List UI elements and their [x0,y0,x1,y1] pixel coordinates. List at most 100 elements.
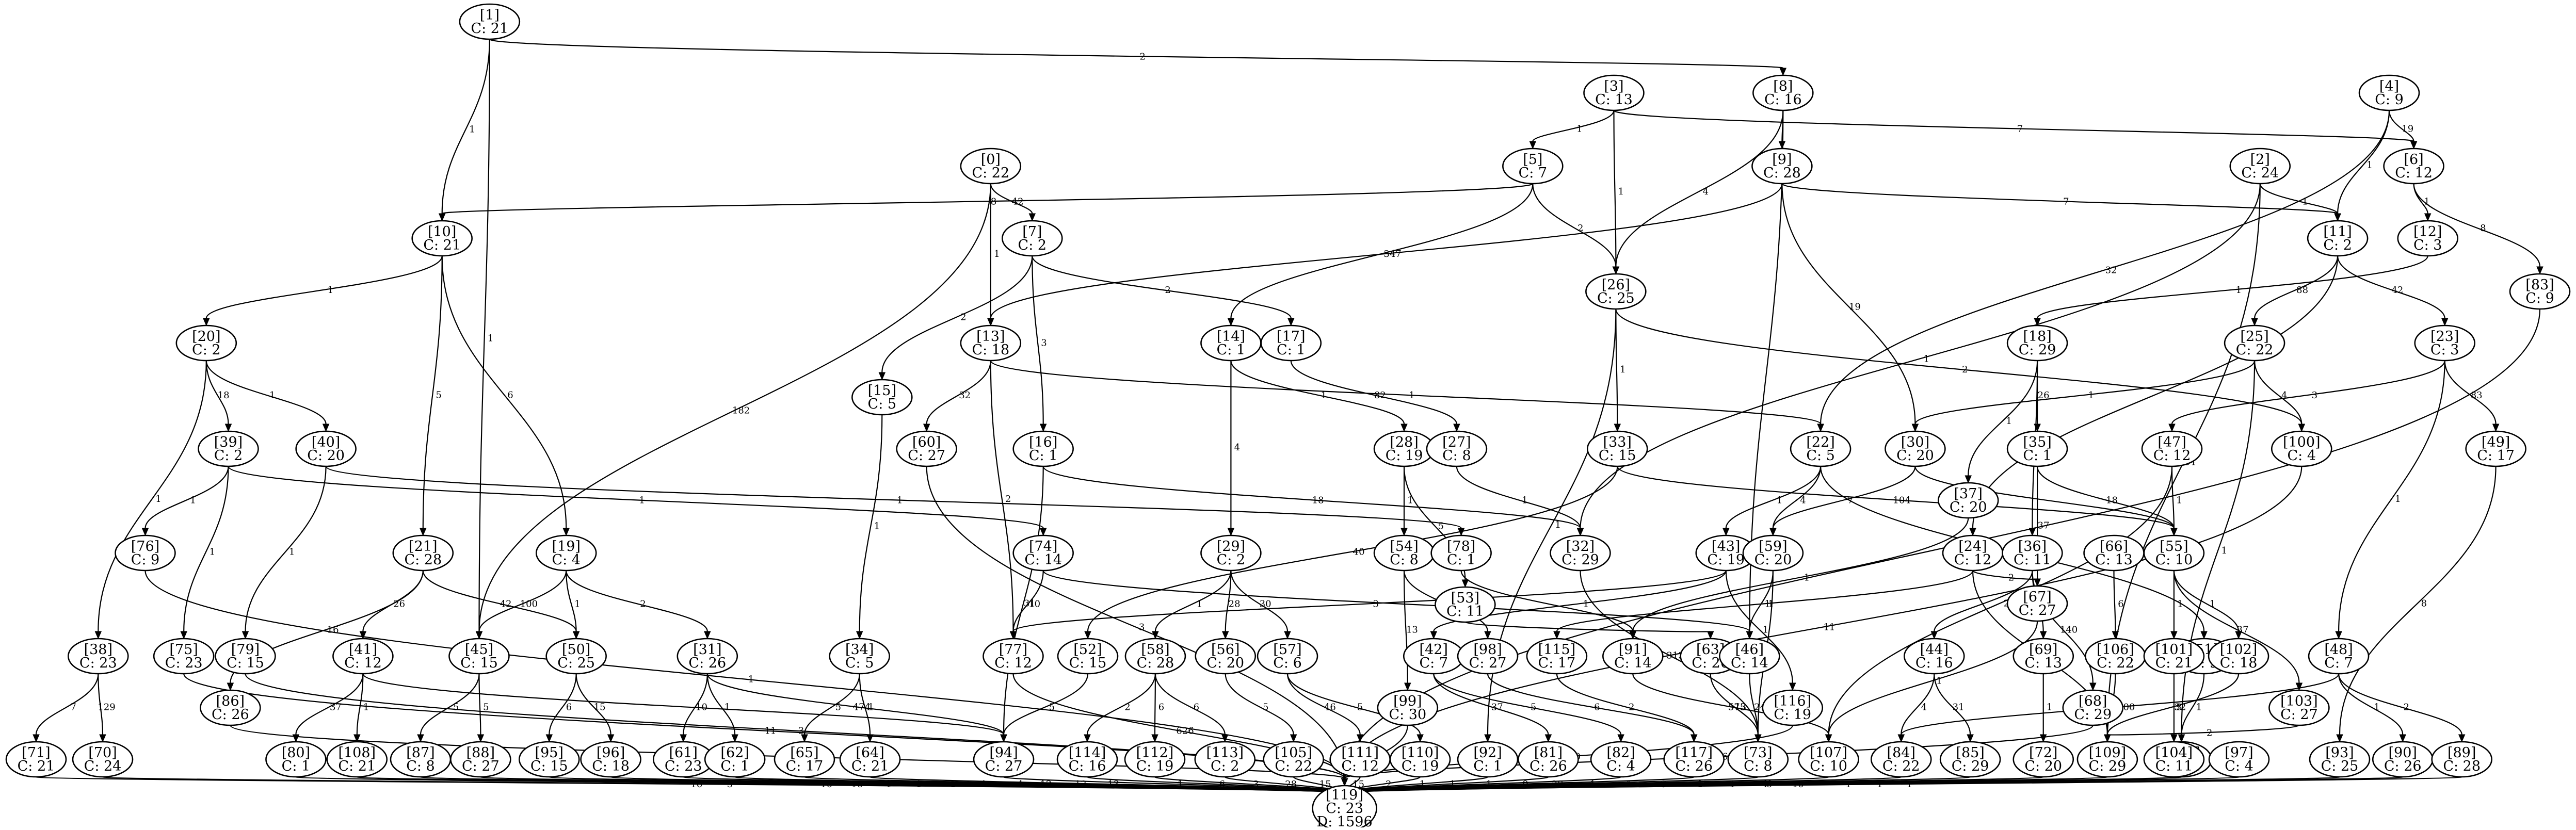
node-53[interactable]: [53]C: 11 [1435,587,1495,622]
node-48[interactable]: [48]C: 7 [2309,639,2369,674]
node-82[interactable]: [82]C: 4 [1591,742,1651,777]
node-46[interactable]: [46]C: 14 [1719,639,1779,674]
node-20[interactable]: [20]C: 2 [176,326,236,361]
node-64[interactable]: [64]C: 21 [840,742,900,777]
node-1[interactable]: [1]C: 21 [460,4,520,39]
node-65[interactable]: [65]C: 17 [775,742,834,777]
node-98[interactable]: [98]C: 27 [1458,639,1518,674]
node-78[interactable]: [78]C: 1 [1431,535,1491,571]
node-41[interactable]: [41]C: 12 [333,639,393,674]
node-16[interactable]: [16]C: 1 [1013,431,1073,466]
node-58[interactable]: [58]C: 28 [1125,639,1185,674]
node-96[interactable]: [96]C: 18 [581,742,641,777]
node-5[interactable]: [5]C: 7 [1503,149,1563,184]
node-102[interactable]: [102]C: 18 [2209,639,2268,674]
node-14[interactable]: [14]C: 1 [1201,326,1261,361]
node-114[interactable]: [114]C: 16 [1057,742,1117,777]
node-100[interactable]: [100]C: 4 [2272,431,2331,466]
node-26[interactable]: [26]C: 25 [1586,274,1646,309]
node-83[interactable]: [83]C: 9 [2510,274,2570,309]
node-116[interactable]: [116]C: 19 [1763,690,1823,725]
node-55[interactable]: [55]C: 10 [2144,535,2204,571]
node-0[interactable]: [0]C: 22 [961,149,1021,184]
node-91[interactable]: [91]C: 14 [1603,639,1663,674]
node-34[interactable]: [34]C: 5 [830,639,890,674]
node-29[interactable]: [29]C: 2 [1201,535,1261,571]
node-94[interactable]: [94]C: 27 [974,742,1034,777]
node-90[interactable]: [90]C: 26 [2373,742,2433,777]
node-117[interactable]: [117]C: 26 [1664,742,1724,777]
node-92[interactable]: [92]C: 1 [1458,742,1518,777]
node-93[interactable]: [93]C: 25 [2310,742,2370,777]
node-104[interactable]: [104]C: 11 [2144,742,2204,777]
node-44[interactable]: [44]C: 16 [1904,639,1964,674]
node-50[interactable]: [50]C: 25 [546,639,606,674]
node-35[interactable]: [35]C: 1 [2007,431,2067,466]
node-2[interactable]: [2]C: 24 [2230,149,2290,184]
node-67[interactable]: [67]C: 27 [2007,586,2067,621]
node-37[interactable]: [37]C: 20 [1938,483,1998,518]
node-22[interactable]: [22]C: 5 [1791,431,1850,466]
node-52[interactable]: [52]C: 15 [1058,639,1118,674]
node-106[interactable]: [106]C: 22 [2085,639,2145,674]
node-42[interactable]: [42]C: 7 [1404,639,1463,674]
node-38[interactable]: [38]C: 23 [68,639,128,674]
node-15[interactable]: [15]C: 5 [852,380,912,415]
node-4[interactable]: [4]C: 9 [2359,75,2419,110]
node-19[interactable]: [19]C: 4 [536,535,596,571]
node-30[interactable]: [30]C: 20 [1885,431,1945,466]
node-40[interactable]: [40]C: 20 [296,431,356,466]
node-27[interactable]: [27]C: 8 [1427,431,1487,466]
node-79[interactable]: [79]C: 15 [215,639,275,674]
node-13[interactable]: [13]C: 18 [961,326,1021,361]
node-89[interactable]: [89]C: 28 [2432,742,2492,777]
node-21[interactable]: [21]C: 28 [393,535,453,571]
node-70[interactable]: [70]C: 24 [73,742,133,777]
node-66[interactable]: [66]C: 13 [2084,535,2144,571]
node-72[interactable]: [72]C: 20 [2014,742,2073,777]
node-17[interactable]: [17]C: 1 [1261,326,1321,361]
node-115[interactable]: [115]C: 17 [1527,639,1587,674]
node-110[interactable]: [110]C: 19 [1390,742,1450,777]
node-112[interactable]: [112]C: 19 [1125,742,1185,777]
node-12[interactable]: [12]C: 3 [2398,221,2458,256]
node-99[interactable]: [99]C: 30 [1378,690,1438,725]
node-86[interactable]: [86]C: 26 [200,690,260,725]
node-47[interactable]: [47]C: 12 [2142,431,2202,466]
node-54[interactable]: [54]C: 8 [1374,535,1434,571]
node-25[interactable]: [25]C: 22 [2225,326,2284,361]
node-3[interactable]: [3]C: 13 [1584,75,1644,110]
node-77[interactable]: [77]C: 12 [983,639,1043,674]
node-69[interactable]: [69]C: 13 [2014,639,2073,674]
node-109[interactable]: [109]C: 29 [2078,742,2137,777]
node-9[interactable]: [9]C: 28 [1752,149,1812,184]
node-45[interactable]: [45]C: 15 [449,639,509,674]
node-80[interactable]: [80]C: 1 [266,742,326,777]
node-111[interactable]: [111]C: 12 [1330,742,1390,777]
node-73[interactable]: [73]C: 8 [1728,742,1788,777]
node-85[interactable]: [85]C: 29 [1940,742,2000,777]
node-76[interactable]: [76]C: 9 [115,535,175,571]
node-88[interactable]: [88]C: 27 [450,742,510,777]
node-8[interactable]: [8]C: 16 [1753,75,1813,110]
node-56[interactable]: [56]C: 20 [1196,639,1255,674]
node-49[interactable]: [49]C: 17 [2466,431,2526,466]
node-39[interactable]: [39]C: 2 [198,431,258,466]
node-105[interactable]: [105]C: 22 [1264,742,1324,777]
node-60[interactable]: [60]C: 27 [897,431,957,466]
node-101[interactable]: [101]C: 21 [2144,639,2204,674]
node-108[interactable]: [108]C: 21 [327,742,387,777]
node-119[interactable]: [119]C: 23D: 1596 [1313,786,1377,827]
node-71[interactable]: [71]C: 21 [6,742,66,777]
node-18[interactable]: [18]C: 29 [2007,326,2067,361]
node-61[interactable]: [61]C: 23 [653,742,713,777]
node-24[interactable]: [24]C: 12 [1943,535,2003,571]
node-74[interactable]: [74]C: 14 [1013,535,1073,571]
node-103[interactable]: [103]C: 27 [2269,690,2329,725]
node-95[interactable]: [95]C: 15 [519,742,579,777]
node-81[interactable]: [81]C: 26 [1518,742,1578,777]
node-32[interactable]: [32]C: 29 [1550,535,1610,571]
node-57[interactable]: [57]C: 6 [1258,639,1317,674]
node-28[interactable]: [28]C: 19 [1374,431,1434,466]
node-33[interactable]: [33]C: 15 [1587,431,1647,466]
